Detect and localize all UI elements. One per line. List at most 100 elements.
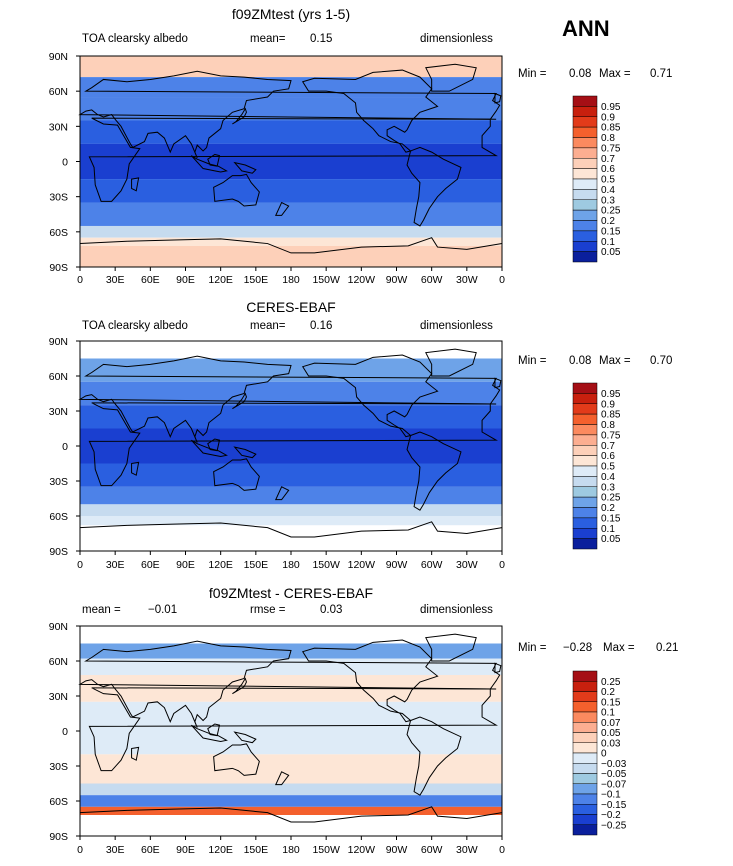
- x-tick-label: 90W: [386, 274, 408, 286]
- colorbar-label: 0.8: [601, 420, 615, 431]
- colorbar-swatch: [572, 158, 598, 169]
- x-tick-label: 120E: [208, 844, 233, 856]
- colorbar-swatch: [572, 434, 598, 446]
- y-tick-label: 90S: [49, 546, 68, 558]
- panel3-rmse-value: 0.03: [320, 604, 343, 616]
- colorbar-label: 0.25: [601, 206, 621, 217]
- colorbar-swatch: [572, 209, 598, 221]
- panel2-max-value: 0.70: [650, 355, 673, 367]
- x-tick-label: 90E: [176, 274, 195, 286]
- x-tick-label: 30W: [456, 559, 478, 571]
- x-tick-label: 30E: [106, 844, 125, 856]
- colorbar-swatch: [572, 445, 598, 456]
- colorbar-label: 0.75: [601, 430, 621, 441]
- colorbar-label: 0.3: [601, 482, 615, 493]
- colorbar-label: 0.25: [601, 493, 621, 504]
- colorbar-label: 0.6: [601, 451, 615, 462]
- colorbar-swatch: [572, 147, 598, 159]
- colorbar-swatch: [572, 95, 598, 107]
- colorbar-swatch: [572, 763, 598, 774]
- x-tick-label: 90E: [176, 844, 195, 856]
- panel3-units: dimensionless: [420, 604, 493, 616]
- x-tick-label: 90E: [176, 559, 195, 571]
- x-tick-label: 150W: [312, 559, 340, 571]
- x-tick-label: 30W: [456, 844, 478, 856]
- y-tick-label: 0: [62, 726, 68, 738]
- y-tick-label: 0: [62, 157, 68, 169]
- panel1-max-label: Max =: [599, 68, 631, 80]
- zone-band-0: [80, 626, 502, 644]
- colorbar-label: 0.15: [601, 226, 621, 237]
- coastline-antarctica: [79, 521, 503, 538]
- x-tick-label: 120E: [208, 559, 233, 571]
- panel2-mean-label: mean=: [250, 320, 286, 332]
- coastline-greenland: [425, 348, 477, 377]
- colorbar-swatch: [572, 814, 598, 825]
- colorbar-label: 0.3: [601, 195, 615, 206]
- colorbar-label: −0.2: [601, 810, 621, 821]
- y-tick-label: 30N: [49, 121, 68, 133]
- x-tick-label: 0: [77, 844, 83, 856]
- colorbar-label: 0.95: [601, 389, 621, 400]
- coastline-indonesia: [190, 724, 228, 743]
- coastline-new-guinea: [233, 161, 257, 174]
- y-tick-label: 60S: [49, 227, 68, 239]
- season-label: ANN: [562, 16, 610, 41]
- colorbar-swatch: [572, 382, 598, 394]
- y-tick-label: 90S: [49, 831, 68, 843]
- zone-band-9: [80, 525, 502, 551]
- coastline-japan: [232, 677, 247, 695]
- coastline-new-zealand: [274, 486, 290, 501]
- panel1-map: 0 30E 60E 90E 120E 150E 180 150W 120W 90W 60W 30W 09…: [49, 51, 621, 286]
- colorbar-swatch: [572, 486, 598, 498]
- zone-band-7: [80, 504, 502, 516]
- colorbar-label: 0.85: [601, 410, 621, 421]
- y-tick-label: 30S: [49, 761, 68, 773]
- coastline-borneo: [207, 153, 221, 167]
- colorbar-swatch: [572, 137, 598, 149]
- coastline-madagascar: [131, 461, 140, 476]
- colorbar-label: 0.8: [601, 133, 615, 144]
- colorbar-swatch: [572, 496, 598, 508]
- panel3-min-label: Min =: [518, 642, 547, 654]
- colorbar-swatch: [572, 507, 598, 519]
- colorbar-label: 0.1: [601, 708, 615, 719]
- zone-band-6: [80, 486, 502, 505]
- colorbar-label: 0.2: [601, 503, 615, 514]
- x-tick-label: 180: [282, 844, 300, 856]
- colorbar-label: 0.2: [601, 216, 615, 227]
- coastline-madagascar: [131, 746, 140, 761]
- colorbar-swatch: [572, 413, 598, 425]
- colorbar-swatch: [572, 701, 598, 713]
- colorbar-swatch: [572, 230, 598, 242]
- coastline-south-america: [406, 146, 462, 227]
- colorbar-label: 0.4: [601, 472, 615, 483]
- coastline-north-america: [301, 639, 439, 723]
- y-tick-label: 0: [62, 441, 68, 453]
- colorbar-label: 0.5: [601, 175, 615, 186]
- colorbar-swatch: [572, 106, 598, 117]
- zone-band-8: [80, 516, 502, 526]
- x-tick-label: 0: [499, 274, 505, 286]
- x-tick-label: 150W: [312, 844, 340, 856]
- y-tick-label: 30N: [49, 691, 68, 703]
- colorbar-swatch: [572, 722, 598, 733]
- x-tick-label: 180: [282, 559, 300, 571]
- colorbar-swatch: [572, 711, 598, 723]
- coastline-south-america: [406, 716, 462, 796]
- colorbar-label: 0.15: [601, 513, 621, 524]
- x-tick-label: 0: [77, 274, 83, 286]
- coastline-new-guinea: [233, 446, 257, 459]
- y-tick-label: 60S: [49, 796, 68, 808]
- colorbar-label: 0.2: [601, 687, 615, 698]
- colorbar-swatch: [572, 476, 598, 487]
- colorbar-swatch: [572, 126, 598, 138]
- coastline-australia: [213, 458, 260, 491]
- y-tick-label: 90N: [49, 336, 68, 348]
- colorbar-swatch: [572, 824, 598, 836]
- panel3-rmse-label: rmse =: [250, 604, 286, 616]
- colorbar-swatch: [572, 424, 598, 436]
- panel1-min-label: Min =: [518, 68, 547, 80]
- y-tick-label: 30N: [49, 406, 68, 418]
- colorbar-swatch: [572, 199, 598, 211]
